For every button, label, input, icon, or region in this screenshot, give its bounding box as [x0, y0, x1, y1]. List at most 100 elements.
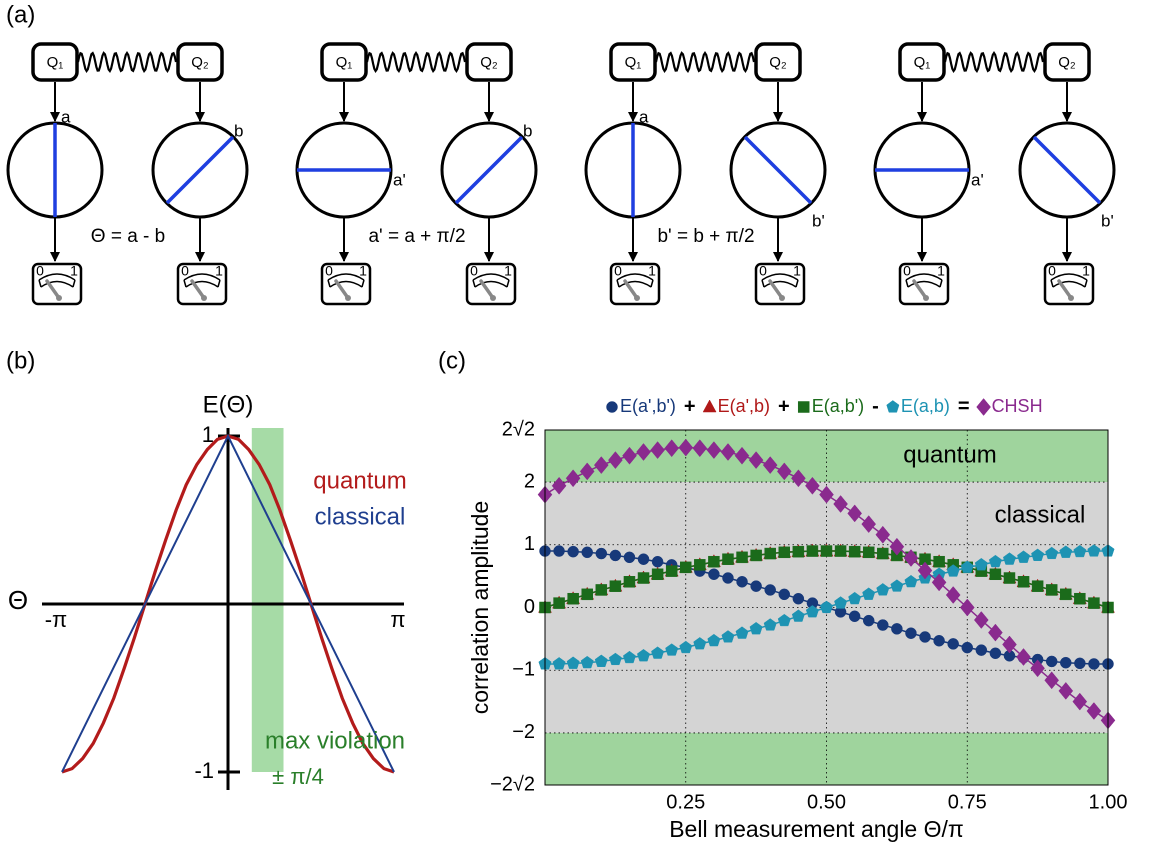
point	[734, 446, 750, 465]
point	[680, 561, 692, 574]
x-axis-title: Bell measurement angle Θ/π	[669, 816, 964, 842]
point	[862, 546, 875, 559]
legend-label: classical	[315, 503, 406, 530]
point	[1031, 548, 1045, 561]
meter	[176, 262, 228, 306]
point	[848, 610, 861, 623]
curve	[61, 433, 395, 773]
point	[820, 545, 833, 557]
polarizer-axis	[743, 135, 813, 205]
point	[608, 451, 623, 469]
point	[947, 638, 959, 650]
polarizer-axis	[1032, 135, 1102, 205]
region-label: classical	[995, 501, 1086, 528]
point	[959, 598, 975, 617]
point	[834, 596, 848, 609]
legend-operator: -	[872, 395, 879, 417]
meter-scale	[327, 273, 365, 288]
point	[651, 555, 664, 568]
meter-scale	[1050, 273, 1088, 288]
point	[665, 643, 679, 656]
point	[594, 654, 608, 667]
legend-operator: +	[778, 395, 790, 417]
y-tick-label: 2√2	[502, 418, 535, 440]
point	[777, 613, 791, 627]
y-tick-label: -1	[194, 758, 214, 783]
point	[876, 583, 890, 596]
point	[565, 469, 581, 488]
meter-label: 1	[504, 263, 512, 279]
x-tick-label: -π	[45, 607, 68, 632]
point	[819, 485, 834, 504]
point	[1074, 657, 1086, 670]
legend-label: E(a,b')	[812, 396, 864, 416]
point	[805, 605, 819, 618]
axis-label: b'	[812, 211, 825, 230]
point	[708, 555, 720, 568]
point	[762, 456, 778, 474]
qubit-box	[609, 42, 657, 82]
equation: Θ = a - b	[91, 226, 165, 247]
point	[736, 551, 748, 564]
meter-pivot	[923, 295, 929, 301]
point	[1002, 635, 1017, 654]
point	[664, 439, 680, 458]
meter-label: 1	[70, 263, 78, 279]
legend-operator: +	[684, 395, 696, 417]
point	[989, 568, 1002, 581]
x-axis-title: Θ	[8, 585, 28, 615]
point	[1016, 648, 1031, 666]
meter-needle	[1057, 279, 1073, 300]
point	[890, 579, 904, 592]
point	[750, 549, 762, 562]
point	[847, 504, 863, 523]
point	[1031, 580, 1044, 592]
meter	[898, 262, 950, 306]
plot-frame	[544, 429, 1109, 786]
meter	[1043, 262, 1095, 306]
point	[622, 446, 637, 465]
coupling	[943, 50, 1045, 74]
y-tick-label: 0	[524, 596, 535, 618]
panel-label: (a)	[6, 1, 35, 28]
point	[678, 438, 694, 457]
meter-scale	[905, 273, 943, 288]
meter-pivot	[1068, 295, 1074, 301]
point	[946, 564, 960, 577]
point	[736, 576, 748, 588]
point	[1059, 545, 1073, 558]
point	[750, 580, 762, 592]
y-axis-title: E(Θ)	[203, 391, 254, 418]
point	[608, 652, 622, 666]
equation: a' = a + π/2	[368, 226, 465, 247]
point	[735, 626, 749, 639]
point	[721, 630, 735, 643]
point	[708, 568, 720, 581]
point	[917, 561, 933, 580]
point	[1045, 546, 1059, 560]
meter-pivot	[490, 295, 496, 301]
point	[581, 546, 593, 559]
qubit-label: Q₂	[1058, 54, 1076, 71]
qubit-box	[1043, 42, 1091, 82]
point	[931, 573, 947, 592]
panel-label: (b)	[6, 347, 35, 374]
axis-label: b'	[1101, 211, 1114, 230]
point	[637, 572, 650, 584]
coupling	[654, 50, 756, 74]
point	[651, 646, 665, 659]
point	[749, 621, 763, 635]
qubit-label: Q₂	[769, 54, 787, 71]
legend-marker	[606, 401, 618, 413]
point	[595, 584, 608, 596]
meter	[609, 262, 661, 306]
point	[1087, 544, 1101, 557]
point	[862, 614, 875, 627]
meter-needle	[912, 279, 928, 300]
meter-label: 1	[359, 263, 367, 279]
meter-label: 0	[470, 263, 478, 279]
legend-label: CHSH	[992, 396, 1043, 416]
meter-label: 0	[36, 263, 44, 279]
qubit-label: Q₁	[914, 54, 931, 71]
